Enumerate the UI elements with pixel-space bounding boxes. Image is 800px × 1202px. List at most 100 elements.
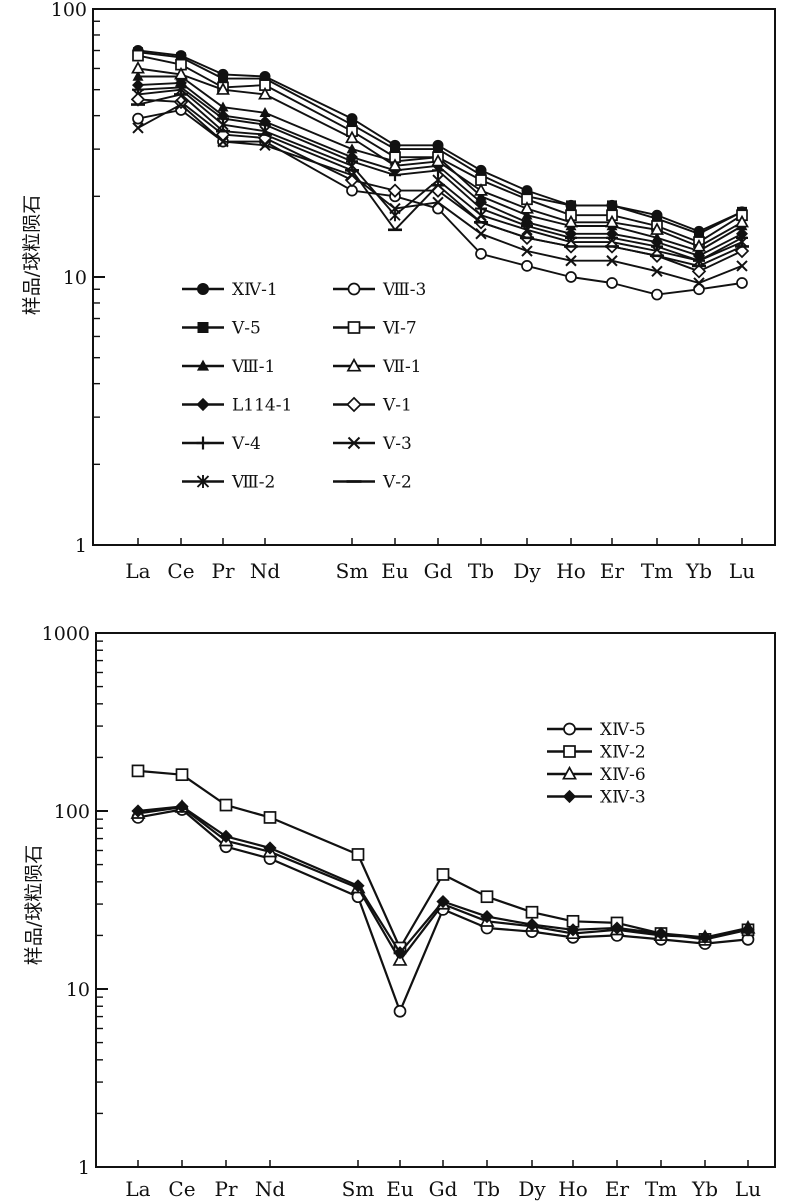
data-point bbox=[259, 107, 271, 118]
data-point bbox=[525, 905, 539, 919]
series-line bbox=[137, 51, 743, 235]
series-line bbox=[137, 86, 743, 262]
data-point bbox=[520, 201, 534, 214]
legend-item: Ⅶ-1 bbox=[333, 357, 422, 377]
x-tick-label-dy: Dy bbox=[513, 559, 541, 583]
legend-item: Ⅴ-3 bbox=[333, 434, 412, 454]
data-point bbox=[691, 264, 707, 279]
legend: ⅩⅣ-1 Ⅴ-5 Ⅷ-1 L114-1 Ⅴ-4 Ⅷ-2 Ⅷ-3 Ⅵ-7 Ⅶ-1 Ⅴ-1 Ⅴ-3 Ⅴ-2 bbox=[182, 280, 426, 493]
data-point bbox=[175, 799, 189, 814]
legend-label: ⅩⅣ-6 bbox=[600, 765, 646, 785]
plot-frame bbox=[95, 632, 776, 1168]
data-point bbox=[131, 60, 145, 74]
data-point bbox=[351, 848, 365, 861]
data-point bbox=[565, 255, 577, 267]
data-point bbox=[393, 946, 407, 960]
legend-marker bbox=[196, 397, 210, 412]
data-point bbox=[259, 139, 271, 152]
data-point bbox=[564, 214, 578, 228]
data-point bbox=[390, 144, 400, 155]
data-point bbox=[392, 952, 408, 966]
y-tick-label: 1000 bbox=[42, 623, 90, 645]
data-point bbox=[431, 153, 445, 167]
data-point bbox=[393, 1004, 407, 1018]
legend-item: ⅩⅣ-6 bbox=[547, 765, 646, 785]
x-tick-label-tb: Tb bbox=[474, 1177, 500, 1201]
data-point bbox=[132, 122, 144, 134]
series-line bbox=[137, 109, 743, 296]
data-point bbox=[436, 894, 450, 909]
x-tick-label-gd: Gd bbox=[429, 1177, 458, 1201]
data-point bbox=[698, 930, 712, 944]
data-point bbox=[651, 265, 663, 278]
data-point bbox=[347, 119, 357, 130]
series-10 bbox=[132, 98, 748, 289]
x-tick-label-pr: Pr bbox=[214, 1177, 237, 1201]
data-point bbox=[436, 868, 450, 881]
y-axis-label: 样品/球粒陨石 bbox=[23, 845, 45, 965]
data-point bbox=[263, 811, 277, 824]
data-point bbox=[692, 238, 706, 252]
legend-marker bbox=[196, 475, 210, 488]
legend-label: ⅩⅣ-3 bbox=[600, 788, 646, 808]
series-line bbox=[137, 769, 749, 950]
y-tick-label: 10 bbox=[63, 267, 87, 289]
data-point bbox=[131, 804, 145, 818]
data-point bbox=[175, 98, 187, 111]
x-tick-label-eu: Eu bbox=[386, 1177, 414, 1201]
legend-label: Ⅴ-1 bbox=[382, 396, 412, 416]
series-line bbox=[137, 67, 743, 248]
legend-marker bbox=[562, 789, 577, 804]
legend-item: ⅩⅣ-1 bbox=[182, 280, 278, 300]
x-tick-label-ce: Ce bbox=[167, 559, 194, 583]
legend-item: Ⅷ-2 bbox=[182, 473, 275, 493]
data-point bbox=[218, 73, 228, 84]
x-tick-label-gd: Gd bbox=[424, 559, 453, 583]
data-point bbox=[263, 841, 277, 855]
data-point bbox=[216, 82, 230, 95]
series-8 bbox=[131, 60, 749, 252]
data-point bbox=[654, 926, 668, 941]
x-tick-label-pr: Pr bbox=[211, 559, 234, 583]
data-point bbox=[219, 829, 233, 843]
series-line bbox=[137, 806, 749, 962]
x-tick-label-nd: Nd bbox=[250, 559, 281, 583]
legend-label: Ⅷ-1 bbox=[231, 357, 275, 377]
y-tick-label: 100 bbox=[51, 0, 87, 21]
legend-label: Ⅶ-1 bbox=[382, 357, 422, 377]
x-tick-label-nd: Nd bbox=[255, 1177, 286, 1201]
legend-item: ⅩⅣ-3 bbox=[547, 788, 646, 808]
series-line bbox=[137, 808, 749, 1013]
x-tick-label-dy: Dy bbox=[518, 1177, 546, 1201]
legend-label: ⅩⅣ-5 bbox=[600, 720, 646, 740]
plot-frame bbox=[92, 8, 776, 546]
x-tick-label-sm: Sm bbox=[336, 559, 369, 583]
legend-label: Ⅴ-4 bbox=[231, 434, 261, 454]
x-tick-label-tb: Tb bbox=[468, 559, 494, 583]
legend-item: L114-1 bbox=[182, 396, 292, 416]
legend-marker bbox=[347, 282, 361, 296]
legend-label: ⅩⅣ-2 bbox=[600, 743, 646, 763]
x-tick-label-tm: Tm bbox=[645, 1177, 677, 1201]
series-line bbox=[137, 81, 743, 257]
data-point bbox=[525, 918, 539, 932]
data-point bbox=[565, 271, 577, 283]
y-tick-label: 1 bbox=[78, 1157, 90, 1179]
data-point bbox=[176, 52, 186, 63]
legend-item: Ⅴ-1 bbox=[333, 396, 412, 416]
data-point bbox=[389, 169, 401, 182]
x-tick-label-sm: Sm bbox=[342, 1177, 375, 1201]
data-point bbox=[175, 768, 189, 782]
data-point bbox=[652, 213, 662, 224]
series-2 bbox=[130, 799, 756, 966]
data-point bbox=[736, 260, 748, 272]
data-point bbox=[650, 222, 664, 235]
legend-item: Ⅴ-5 bbox=[182, 319, 261, 339]
data-point bbox=[521, 209, 533, 220]
data-point bbox=[474, 183, 488, 196]
data-point bbox=[260, 73, 270, 84]
legend-marker bbox=[196, 436, 210, 450]
legend-marker bbox=[563, 722, 576, 736]
legend-marker bbox=[347, 321, 361, 334]
